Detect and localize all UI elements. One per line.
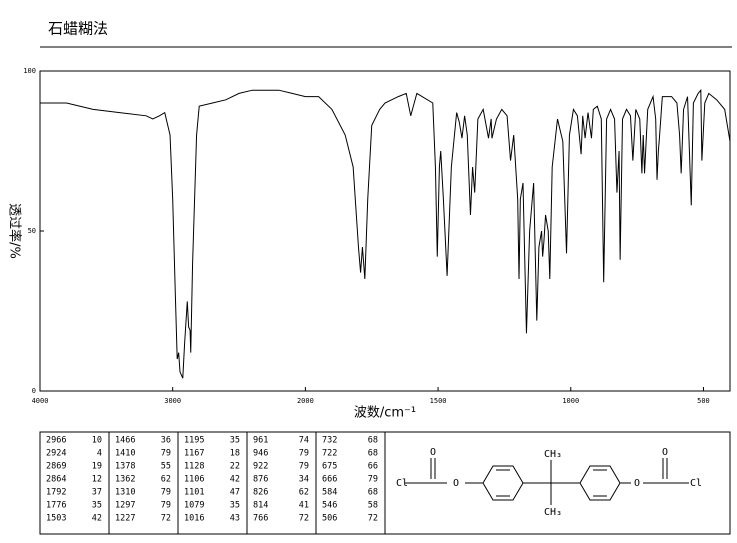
peak-transmittance: 58 bbox=[368, 501, 378, 511]
peak-transmittance: 18 bbox=[230, 449, 240, 459]
peak-wavenumber: 946 bbox=[253, 449, 268, 459]
peak-wavenumber: 1227 bbox=[115, 514, 135, 524]
peak-transmittance: 68 bbox=[368, 488, 378, 498]
peak-transmittance: 79 bbox=[161, 488, 171, 498]
peak-transmittance: 34 bbox=[299, 475, 309, 485]
peak-wavenumber: 1297 bbox=[115, 501, 135, 511]
x-tick-label: 2000 bbox=[297, 397, 314, 405]
peak-wavenumber: 814 bbox=[253, 501, 268, 511]
peak-wavenumber: 1167 bbox=[184, 449, 204, 459]
structure bbox=[405, 458, 689, 505]
peak-transmittance: 62 bbox=[299, 488, 309, 498]
peak-wavenumber: 722 bbox=[322, 449, 337, 459]
peak-transmittance: 10 bbox=[92, 436, 102, 446]
x-tick-label: 3000 bbox=[164, 397, 181, 405]
peak-transmittance: 79 bbox=[299, 462, 309, 472]
atom-label: O bbox=[453, 478, 459, 489]
peak-wavenumber: 675 bbox=[322, 462, 337, 472]
peak-transmittance: 79 bbox=[161, 501, 171, 511]
peak-transmittance: 79 bbox=[299, 449, 309, 459]
peak-transmittance: 41 bbox=[299, 501, 309, 511]
peak-wavenumber: 666 bbox=[322, 475, 337, 485]
peak-transmittance: 35 bbox=[230, 436, 240, 446]
peak-transmittance: 35 bbox=[92, 501, 102, 511]
peak-transmittance: 72 bbox=[161, 514, 171, 524]
peak-transmittance: 68 bbox=[368, 436, 378, 446]
atom-label: CH₃ bbox=[544, 507, 562, 518]
y-tick-label: 50 bbox=[28, 227, 36, 235]
peak-transmittance: 47 bbox=[230, 488, 240, 498]
peak-transmittance: 35 bbox=[230, 501, 240, 511]
peak-wavenumber: 732 bbox=[322, 436, 337, 446]
peak-wavenumber: 826 bbox=[253, 488, 268, 498]
peak-transmittance: 66 bbox=[368, 462, 378, 472]
spectrum-line bbox=[40, 88, 731, 379]
y-tick-label: 0 bbox=[32, 387, 36, 395]
peak-wavenumber: 1310 bbox=[115, 488, 135, 498]
peak-transmittance: 36 bbox=[161, 436, 171, 446]
peak-wavenumber: 1503 bbox=[46, 514, 66, 524]
peak-transmittance: 62 bbox=[161, 475, 171, 485]
peak-wavenumber: 1106 bbox=[184, 475, 204, 485]
peak-wavenumber: 506 bbox=[322, 514, 337, 524]
peak-transmittance: 37 bbox=[92, 488, 102, 498]
x-tick-label: 500 bbox=[697, 397, 710, 405]
peak-wavenumber: 1128 bbox=[184, 462, 204, 472]
peak-wavenumber: 2864 bbox=[46, 475, 66, 485]
peak-wavenumber: 766 bbox=[253, 514, 268, 524]
peak-wavenumber: 1195 bbox=[184, 436, 204, 446]
peak-wavenumber: 546 bbox=[322, 501, 337, 511]
peak-wavenumber: 922 bbox=[253, 462, 268, 472]
x-tick-label: 1000 bbox=[562, 397, 579, 405]
x-tick-label: 1500 bbox=[430, 397, 447, 405]
atom-label: Cl bbox=[396, 478, 408, 489]
atom-label: CH₃ bbox=[544, 449, 562, 460]
peak-transmittance: 72 bbox=[299, 514, 309, 524]
peak-wavenumber: 1776 bbox=[46, 501, 66, 511]
atom-label: O bbox=[430, 447, 436, 458]
chart-title: 石蜡糊法 bbox=[48, 20, 108, 38]
peak-transmittance: 42 bbox=[230, 475, 240, 485]
peak-transmittance: 43 bbox=[230, 514, 240, 524]
x-tick-label: 4000 bbox=[32, 397, 49, 405]
peak-transmittance: 19 bbox=[92, 462, 102, 472]
y-axis-label: 透过率/% bbox=[7, 203, 23, 259]
x-axis-label: 波数/cm⁻¹ bbox=[354, 406, 416, 421]
peak-wavenumber: 584 bbox=[322, 488, 337, 498]
peak-transmittance: 55 bbox=[161, 462, 171, 472]
peak-transmittance: 22 bbox=[230, 462, 240, 472]
peak-wavenumber: 1410 bbox=[115, 449, 135, 459]
peak-wavenumber: 1101 bbox=[184, 488, 204, 498]
peak-wavenumber: 1079 bbox=[184, 501, 204, 511]
peak-wavenumber: 2966 bbox=[46, 436, 66, 446]
peak-transmittance: 12 bbox=[92, 475, 102, 485]
atom-label: Cl bbox=[690, 478, 702, 489]
atom-label: O bbox=[662, 447, 668, 458]
y-tick-label: 100 bbox=[23, 67, 36, 75]
peak-wavenumber: 2869 bbox=[46, 462, 66, 472]
peak-wavenumber: 1792 bbox=[46, 488, 66, 498]
peak-transmittance: 72 bbox=[368, 514, 378, 524]
peak-transmittance: 74 bbox=[299, 436, 309, 446]
peak-wavenumber: 2924 bbox=[46, 449, 66, 459]
peak-transmittance: 4 bbox=[97, 449, 102, 459]
peak-wavenumber: 1466 bbox=[115, 436, 135, 446]
peak-wavenumber: 1362 bbox=[115, 475, 135, 485]
atom-label: O bbox=[634, 478, 640, 489]
peak-transmittance: 79 bbox=[161, 449, 171, 459]
peak-transmittance: 79 bbox=[368, 475, 378, 485]
peak-transmittance: 42 bbox=[92, 514, 102, 524]
peak-wavenumber: 876 bbox=[253, 475, 268, 485]
peak-wavenumber: 1378 bbox=[115, 462, 135, 472]
plot-frame bbox=[39, 70, 731, 392]
peak-wavenumber: 1016 bbox=[184, 514, 204, 524]
peak-wavenumber: 961 bbox=[253, 436, 268, 446]
peak-transmittance: 68 bbox=[368, 449, 378, 459]
